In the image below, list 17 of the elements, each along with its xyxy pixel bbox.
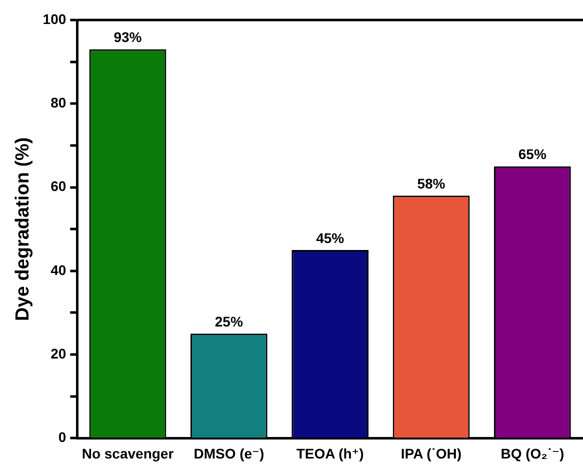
y-tick-label: 80 [50,94,66,110]
y-tick-label: 100 [42,10,66,27]
data-label: 58% [417,176,446,192]
y-axis-title: Dye degradation (%) [12,137,34,321]
y-tick-label: 20 [50,345,66,362]
x-tick-label: No scavenger [82,445,174,462]
x-tick-label: IPA (˙OH) [400,445,462,462]
data-label: 25% [214,314,244,330]
x-tick-label: DMSO (e⁻) [194,445,264,462]
data-label: 45% [316,230,345,246]
y-tick-label: 60 [50,178,66,194]
y-tick-label: 40 [50,262,66,278]
data-label: 93% [114,29,142,46]
data-label: 65% [518,146,547,162]
x-tick-label: TEOA (h⁺) [296,445,364,462]
y-tick-label: 0 [58,429,66,446]
x-tick-label: BQ (O₂˙⁻) [500,445,564,462]
